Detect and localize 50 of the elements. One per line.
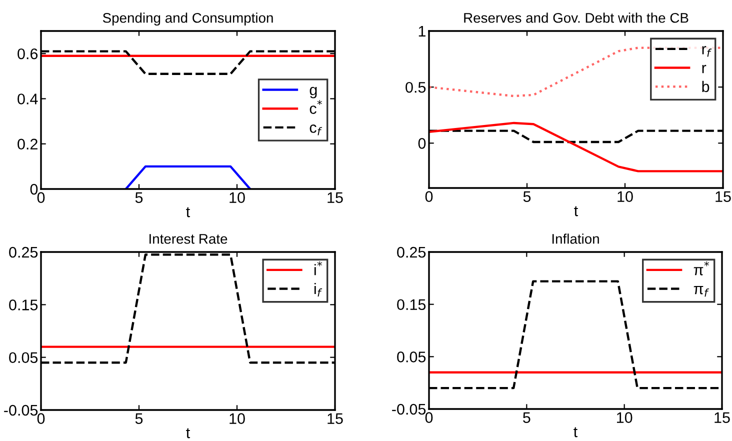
x-tick-label: 15 — [714, 412, 730, 423]
line-series — [429, 122, 723, 172]
legend-label: π$^{*}$ — [694, 261, 709, 276]
y-tick-label: 0 — [418, 138, 426, 149]
x-tick-label: 5 — [523, 412, 530, 423]
x-tick-label: 5 — [135, 413, 143, 424]
x-tick-label: 0 — [425, 412, 433, 423]
x-tick-label: 0 — [425, 191, 433, 202]
x-tick-label: 10 — [230, 192, 245, 203]
legend-label: c$_{f}$ — [310, 124, 322, 136]
legend-label: r — [702, 64, 706, 74]
legend-label: b — [702, 80, 710, 92]
x-tick-label: 15 — [328, 413, 343, 424]
x-axis-title: t — [574, 206, 578, 216]
chart-title: Interest Rate — [150, 234, 228, 244]
x-tick-label: 10 — [230, 413, 245, 424]
chart-title: Reserves and Gov. Debt with the CB — [464, 12, 688, 23]
legend-label: c$^{*}$ — [310, 100, 322, 114]
y-tick-label: 0.2 — [18, 138, 38, 150]
y-tick-label: 0.25 — [9, 246, 38, 258]
x-tick-label: 0 — [37, 192, 45, 203]
y-tick-label: 0.25 — [397, 246, 426, 258]
legend-label: i$^{*}$ — [314, 261, 322, 276]
y-tick-label: -0.05 — [392, 404, 426, 415]
x-tick-label: 0 — [37, 413, 45, 424]
x-tick-label: 5 — [135, 192, 143, 203]
y-tick-label: 0.05 — [9, 352, 38, 364]
legend-label: g — [310, 86, 317, 98]
legend-label: r$_{f}$ — [702, 46, 712, 57]
chart-title: Inflation — [552, 234, 599, 244]
x-axis-title: t — [186, 428, 190, 438]
y-tick-label: 0 — [30, 184, 38, 195]
y-tick-label: 0.05 — [397, 352, 426, 362]
x-tick-label: 5 — [523, 191, 531, 202]
y-tick-label: 0.4 — [18, 94, 38, 104]
x-axis-title: t — [574, 427, 578, 438]
x-tick-label: 10 — [618, 191, 633, 202]
x-tick-label: 15 — [716, 191, 731, 202]
x-axis-title: t — [186, 207, 190, 218]
y-tick-label: 0.15 — [397, 299, 426, 310]
y-tick-label: 0.5 — [406, 82, 426, 93]
legend-label: i$_{f}$ — [314, 282, 322, 297]
x-tick-label: 10 — [617, 412, 632, 423]
y-tick-label: 1 — [418, 26, 426, 37]
y-tick-label: -0.05 — [4, 404, 38, 416]
chart-title: Spending and Consumption — [102, 12, 273, 26]
y-tick-label: 0.15 — [9, 300, 38, 310]
legend-label: π$_{f}$ — [694, 286, 710, 297]
y-tick-label: 0.6 — [18, 48, 38, 60]
x-tick-label: 15 — [328, 192, 343, 203]
